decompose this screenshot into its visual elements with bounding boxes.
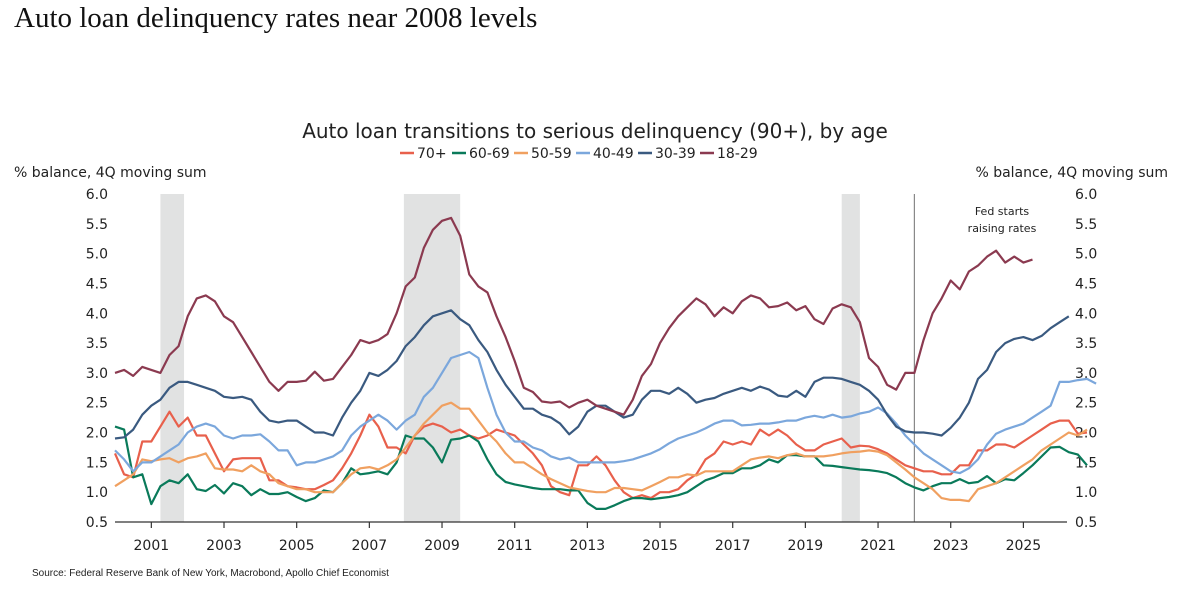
- y-tick-label-right: 0.5: [1075, 515, 1097, 531]
- legend-label: 60-69: [469, 146, 510, 162]
- y-tick-label-right: 2.5: [1075, 396, 1097, 412]
- series-line-70+: [113, 410, 1088, 500]
- y-axis-label-left: % balance, 4Q moving sum: [14, 165, 207, 181]
- x-tick-label: 2001: [134, 538, 170, 554]
- legend-label: 50-59: [531, 146, 572, 162]
- legend-label: 30-39: [655, 146, 696, 162]
- y-tick-label-right: 4.5: [1075, 276, 1097, 292]
- series-line-60-69: [114, 425, 1088, 510]
- y-axis-label-right: % balance, 4Q moving sum: [975, 165, 1168, 181]
- y-tick-label-left: 4.0: [86, 306, 108, 322]
- y-tick-label-right: 5.0: [1075, 247, 1097, 263]
- recession-band: [160, 194, 185, 522]
- x-tick-label: 2005: [279, 538, 315, 554]
- x-tick-label: 2013: [570, 538, 606, 554]
- y-tick-label-right: 6.0: [1075, 187, 1097, 203]
- x-tick-label: 2025: [1006, 538, 1042, 554]
- y-tick-label-right: 1.0: [1075, 485, 1097, 501]
- x-tick-label: 2007: [352, 538, 388, 554]
- x-tick-label: 2003: [206, 538, 242, 554]
- y-tick-label-left: 4.5: [86, 276, 108, 292]
- x-tick-label: 2023: [933, 538, 969, 554]
- recession-band: [841, 194, 860, 522]
- y-tick-label-left: 2.0: [86, 426, 108, 442]
- legend-item: 70+: [400, 146, 447, 162]
- y-tick-label-left: 5.5: [86, 217, 108, 233]
- x-tick-label: 2011: [497, 538, 533, 554]
- y-tick-label-left: 2.5: [86, 396, 108, 412]
- legend: 70+ 60-69 50-59 40-49 30-39 18-29: [400, 146, 758, 162]
- series-line-30-39: [114, 309, 1070, 440]
- page-title: Auto loan delinquency rates near 2008 le…: [14, 2, 538, 34]
- legend-item: 18-29: [700, 146, 758, 162]
- legend-item: 50-59: [514, 146, 572, 162]
- x-tick-label: 2021: [860, 538, 896, 554]
- x-tick-label: 2015: [642, 538, 678, 554]
- series-line-18-29: [114, 216, 1033, 416]
- series-line-40-49: [114, 350, 1097, 475]
- legend-item: 40-49: [576, 146, 634, 162]
- legend-label: 40-49: [593, 146, 634, 162]
- y-tick-label-left: 3.5: [86, 336, 108, 352]
- y-tick-label-left: 1.0: [86, 485, 108, 501]
- legend-label: 70+: [417, 146, 447, 162]
- x-tick-label: 2009: [424, 538, 460, 554]
- legend-item: 60-69: [452, 146, 510, 162]
- y-tick-label-left: 1.5: [86, 455, 108, 471]
- annotation-label: raising rates: [968, 222, 1037, 235]
- annotation-label: Fed starts: [975, 205, 1030, 218]
- y-tick-label-right: 5.5: [1075, 217, 1097, 233]
- y-tick-label-left: 5.0: [86, 247, 108, 263]
- legend-label: 18-29: [717, 146, 758, 162]
- y-tick-label-right: 4.0: [1075, 306, 1097, 322]
- axes: 2001 2003 2005 2007 2009 2011 2013 2015 2017 2019…: [86, 187, 1098, 554]
- source-note: Source: Federal Reserve Bank of New York…: [32, 568, 389, 579]
- chart-title: Auto loan transitions to serious delinqu…: [302, 119, 888, 143]
- y-tick-label-left: 3.0: [86, 366, 108, 382]
- y-tick-label-right: 3.0: [1075, 366, 1097, 382]
- annotations: Fed starts raising rates: [913, 194, 1037, 522]
- series-line-50-59: [114, 401, 1088, 503]
- series-lines: [113, 216, 1097, 510]
- y-tick-label-left: 6.0: [86, 187, 108, 203]
- y-tick-label-right: 3.5: [1075, 336, 1097, 352]
- x-tick-label: 2019: [788, 538, 824, 554]
- x-tick-label: 2017: [715, 538, 751, 554]
- legend-item: 30-39: [638, 146, 696, 162]
- y-tick-label-left: 0.5: [86, 515, 108, 531]
